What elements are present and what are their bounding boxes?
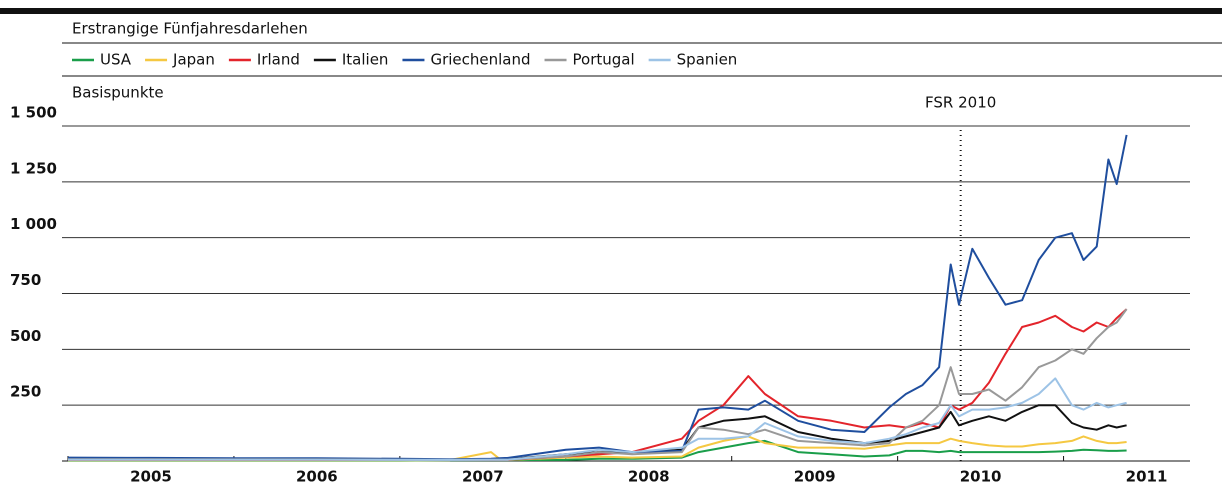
x-tick-label: 2009 (794, 468, 836, 486)
top-bar (0, 8, 1222, 14)
y-tick-label: 250 (10, 383, 41, 401)
annotation-label: FSR 2010 (925, 94, 996, 112)
legend-label: Portugal (573, 51, 635, 69)
y-tick-label: 500 (10, 327, 41, 345)
legend-label: USA (100, 51, 132, 69)
y-tick-label: 1 500 (10, 104, 57, 122)
y-tick-label: 1 000 (10, 215, 57, 233)
x-tick-label: 2006 (296, 468, 338, 486)
legend-label: Irland (257, 51, 300, 69)
x-tick-label: 2008 (628, 468, 670, 486)
series-line (68, 308, 1128, 461)
series-line (67, 134, 1128, 461)
x-tick-label: 2007 (462, 468, 504, 486)
legend-label: Japan (172, 51, 215, 69)
series-line (68, 308, 1128, 461)
series-line (68, 377, 1127, 461)
legend-label: Griechenland (430, 51, 530, 69)
chart-subtitle: Erstrangige Fünfjahresdarlehen (72, 20, 308, 38)
x-tick-label: 2005 (130, 468, 172, 486)
x-tick-label: 2011 (1126, 468, 1168, 486)
y-tick-label: 1 250 (10, 159, 57, 177)
legend-label: Italien (342, 51, 389, 69)
y-tick-label: 750 (10, 271, 41, 289)
x-tick-label: 2010 (960, 468, 1002, 486)
legend-label: Spanien (677, 51, 738, 69)
y-axis-label: Basispunkte (72, 84, 164, 102)
series-line (68, 435, 1127, 462)
legend: USA Japan Irland Italien Griechenland Portuga… (72, 51, 737, 69)
